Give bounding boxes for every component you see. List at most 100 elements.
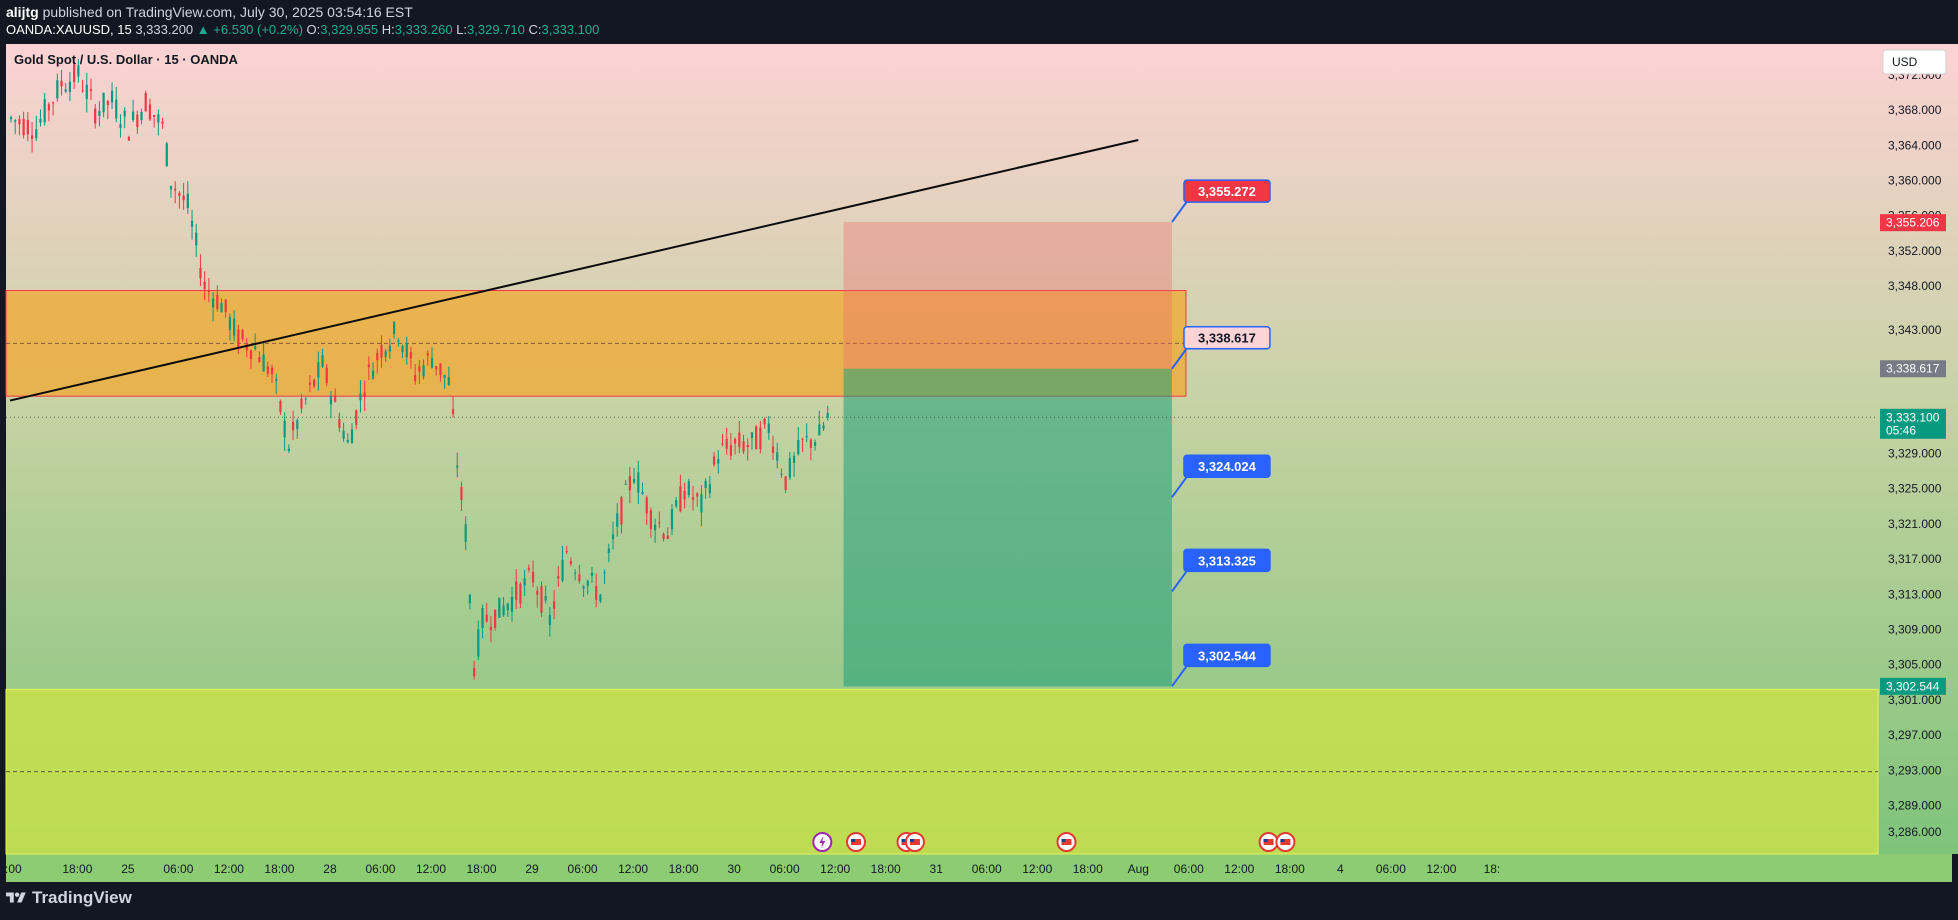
candle-body	[809, 439, 812, 448]
y-tick-label: 3,352.000	[1888, 244, 1942, 258]
position-stop-area[interactable]	[843, 222, 1172, 369]
candle-body	[300, 398, 303, 409]
y-tick-label: 3,325.000	[1888, 482, 1942, 496]
candle-body	[788, 458, 791, 478]
candle-body	[291, 421, 295, 431]
candle-body	[451, 409, 455, 415]
tradingview-logo-icon	[6, 892, 26, 903]
candle-body	[498, 597, 501, 618]
candle-body	[371, 370, 375, 379]
author-name[interactable]: alijtg	[6, 4, 39, 20]
candle-body	[473, 668, 476, 677]
symbol-label: OANDA:XAUUSD, 15	[6, 22, 132, 37]
trendline[interactable]	[9, 138, 1139, 402]
x-tick-label: 06:00	[365, 862, 395, 876]
target-label-3-box[interactable]	[1183, 643, 1271, 668]
candle-body	[207, 290, 210, 293]
candle-body	[696, 493, 699, 497]
publish-info: published on TradingView.com, July 30, 2…	[42, 4, 413, 20]
candle-body	[127, 136, 130, 141]
candle-body	[22, 118, 25, 136]
candle-body	[157, 114, 160, 123]
candle-body	[666, 535, 669, 540]
candle-body	[641, 492, 644, 494]
candle-body	[203, 281, 206, 290]
candle-body	[746, 444, 749, 448]
candle-body	[148, 104, 152, 120]
candle-body	[447, 377, 450, 385]
candle-body	[645, 497, 648, 514]
x-tick-label: 18:00	[264, 862, 294, 876]
candle-body	[763, 418, 766, 425]
candle-body	[510, 596, 514, 612]
candle-body	[26, 119, 29, 135]
target-label-2-box[interactable]	[1183, 548, 1271, 573]
time-axis-background[interactable]	[6, 854, 1952, 882]
candle-body	[443, 374, 446, 378]
candle-body	[548, 614, 551, 626]
candle-body	[771, 446, 775, 453]
x-tick-label: 4	[1337, 862, 1344, 876]
candle-body	[776, 452, 779, 461]
candle-body	[738, 432, 741, 448]
candle-body	[115, 99, 118, 119]
target-label-1-box[interactable]	[1183, 454, 1271, 478]
x-tick-label: 18:00	[1275, 862, 1305, 876]
x-tick-label: 18:	[1484, 862, 1501, 876]
candle-body	[30, 135, 34, 139]
candle-body	[144, 93, 147, 112]
candle-body	[296, 420, 299, 429]
candle-body	[552, 601, 556, 609]
candle-body	[704, 480, 707, 489]
entry-label-box[interactable]	[1183, 325, 1271, 350]
us-flag-canton	[1263, 839, 1268, 842]
y-tick-label: 3,321.000	[1888, 517, 1942, 531]
candle-body	[245, 343, 248, 351]
candle-body	[18, 119, 21, 125]
candle-body	[237, 329, 240, 349]
candle-body	[536, 590, 539, 595]
x-tick-label: 18:00	[467, 862, 497, 876]
candle-body	[136, 114, 139, 128]
candle-body	[649, 510, 653, 530]
stop-loss-label-pointer	[1171, 199, 1189, 223]
candle-body	[178, 192, 181, 196]
x-tick-label: 06:00	[1174, 862, 1204, 876]
currency-button[interactable]	[1882, 49, 1947, 75]
candle-body	[523, 578, 526, 586]
candle-body	[98, 110, 101, 116]
candle-body	[39, 118, 42, 123]
candle-body	[628, 476, 631, 491]
stop-loss-label-box[interactable]	[1183, 179, 1271, 203]
last-price: 3,333.200	[135, 22, 194, 37]
candle-body	[792, 455, 796, 463]
candle-body	[165, 143, 168, 166]
candle-body	[270, 367, 274, 375]
candle-body	[670, 509, 674, 530]
candle-body	[47, 104, 50, 111]
low-label: L:	[456, 22, 468, 37]
price-axis-background[interactable]	[1878, 44, 1958, 854]
candle-body	[241, 330, 244, 340]
candle-body	[414, 375, 417, 382]
candle-body	[262, 354, 265, 372]
candle-body	[565, 551, 568, 553]
y-tick-label: 3,297.000	[1888, 728, 1942, 742]
tradingview-footer[interactable]: TradingView	[6, 888, 132, 908]
candle-body	[797, 439, 800, 455]
x-tick-label: 06:00	[568, 862, 598, 876]
open-value: 3,329.955	[320, 22, 379, 37]
candle-body	[81, 90, 84, 92]
candle-body	[287, 448, 290, 451]
candle-body	[233, 318, 236, 336]
x-tick-label: Aug	[1128, 862, 1149, 876]
x-tick-label: 06:00	[1376, 862, 1406, 876]
position-target-area[interactable]	[843, 368, 1172, 687]
candle-body	[582, 586, 585, 589]
x-tick-label: 31	[930, 862, 944, 876]
candle-body	[611, 534, 615, 540]
candle-body	[826, 412, 829, 418]
candle-body	[52, 102, 55, 104]
target-label-3-pointer	[1171, 663, 1189, 687]
